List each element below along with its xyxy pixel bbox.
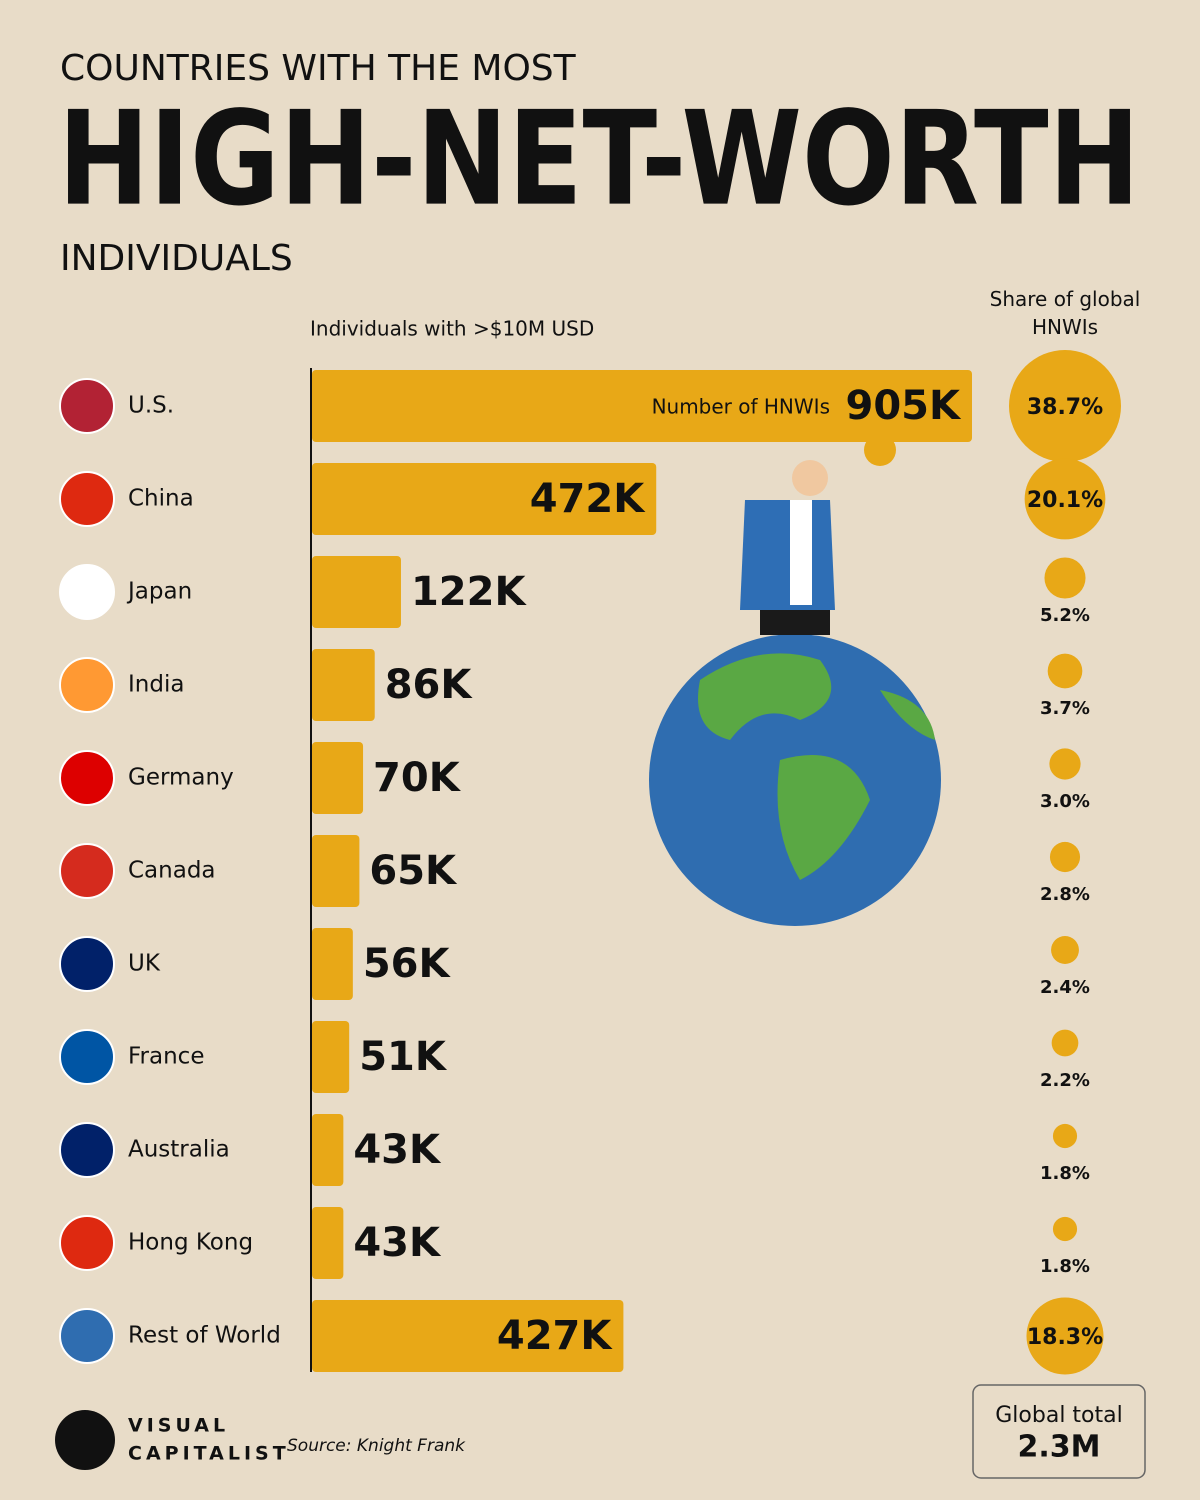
flag (59, 843, 115, 899)
share-bubble (1047, 653, 1083, 689)
flag (59, 564, 115, 620)
total-label: Global total (995, 1403, 1122, 1428)
bar (312, 649, 375, 721)
axis-label: Individuals with >$10M USD (310, 317, 594, 341)
flag (59, 1029, 115, 1085)
category-label: France (128, 1044, 204, 1070)
share-label: 1.8% (1040, 1163, 1090, 1184)
value-label: 905K (846, 383, 962, 429)
share-bubble (1049, 841, 1081, 873)
category-label: Canada (128, 858, 216, 884)
value-label: 70K (373, 755, 462, 801)
share-bubble (1052, 1123, 1078, 1149)
subtitle: INDIVIDUALS (60, 238, 293, 279)
share-bubble (1024, 458, 1106, 540)
source: Source: Knight Frank (287, 1436, 466, 1456)
flag (59, 471, 115, 527)
share-bubble (1051, 936, 1079, 964)
flag (59, 657, 115, 713)
share-label: 3.7% (1040, 698, 1090, 719)
value-label: 472K (530, 476, 646, 522)
share-label: 18.3% (1027, 1325, 1103, 1350)
bar (312, 835, 360, 907)
bar (312, 742, 364, 814)
share-bubble (1026, 1297, 1104, 1375)
share-bubble (1052, 1216, 1078, 1242)
value-label: 56K (363, 941, 452, 987)
category-label: Japan (126, 579, 192, 605)
total-value: 2.3M (1018, 1430, 1101, 1465)
share-label: 5.2% (1040, 605, 1090, 626)
share-header: Share of global HNWIs (989, 287, 1141, 339)
share-header-box: Share of global HNWIs (989, 287, 1141, 339)
category-label: India (128, 672, 184, 698)
illustration (649, 434, 941, 926)
bar (312, 463, 657, 535)
flag (59, 936, 115, 992)
flag (59, 1122, 115, 1178)
flag (59, 1308, 115, 1364)
kicker: COUNTRIES WITH THE MOST (60, 48, 577, 89)
value-label: 43K (353, 1127, 442, 1173)
category-label: U.S. (128, 393, 174, 419)
flag (59, 378, 115, 434)
category-label: Rest of World (128, 1323, 281, 1349)
share-label: 38.7% (1027, 395, 1103, 420)
value-label: 43K (353, 1220, 442, 1266)
value-label: 122K (411, 569, 527, 615)
value-label: 51K (359, 1034, 448, 1080)
category-label: UK (128, 951, 161, 977)
share-label: 20.1% (1027, 488, 1103, 513)
share-bubble (1049, 748, 1081, 780)
chart-title: HIGH-NET-WORTH (58, 83, 1140, 235)
flag (59, 750, 115, 806)
share-bubble (1051, 1029, 1079, 1057)
brand: VISUAL (128, 1415, 229, 1437)
share-bubble (1044, 557, 1086, 599)
bar (312, 1021, 350, 1093)
value-label: 86K (385, 662, 474, 708)
bar (312, 1114, 344, 1186)
category-label: Australia (128, 1137, 230, 1163)
bar (312, 370, 972, 442)
flag (59, 1215, 115, 1271)
brand: CAPITALIST (128, 1443, 290, 1465)
share-label: 2.2% (1040, 1070, 1090, 1091)
bar (312, 1300, 624, 1372)
category-label: Germany (128, 765, 234, 791)
bar (312, 556, 401, 628)
total-box (972, 1384, 1146, 1479)
bar (312, 1207, 344, 1279)
value-label: 427K (497, 1313, 613, 1359)
share-label: 2.8% (1040, 884, 1090, 905)
series-annotation: Number of HNWIs (652, 395, 830, 419)
share-label: 1.8% (1040, 1256, 1090, 1277)
share-label: 2.4% (1040, 977, 1090, 998)
category-label: Hong Kong (128, 1230, 253, 1256)
category-label: China (128, 486, 194, 512)
bar (312, 928, 353, 1000)
value-label: 65K (369, 848, 458, 894)
brand-logo (55, 1410, 115, 1470)
share-bubble (1009, 350, 1121, 462)
share-label: 3.0% (1040, 791, 1090, 812)
